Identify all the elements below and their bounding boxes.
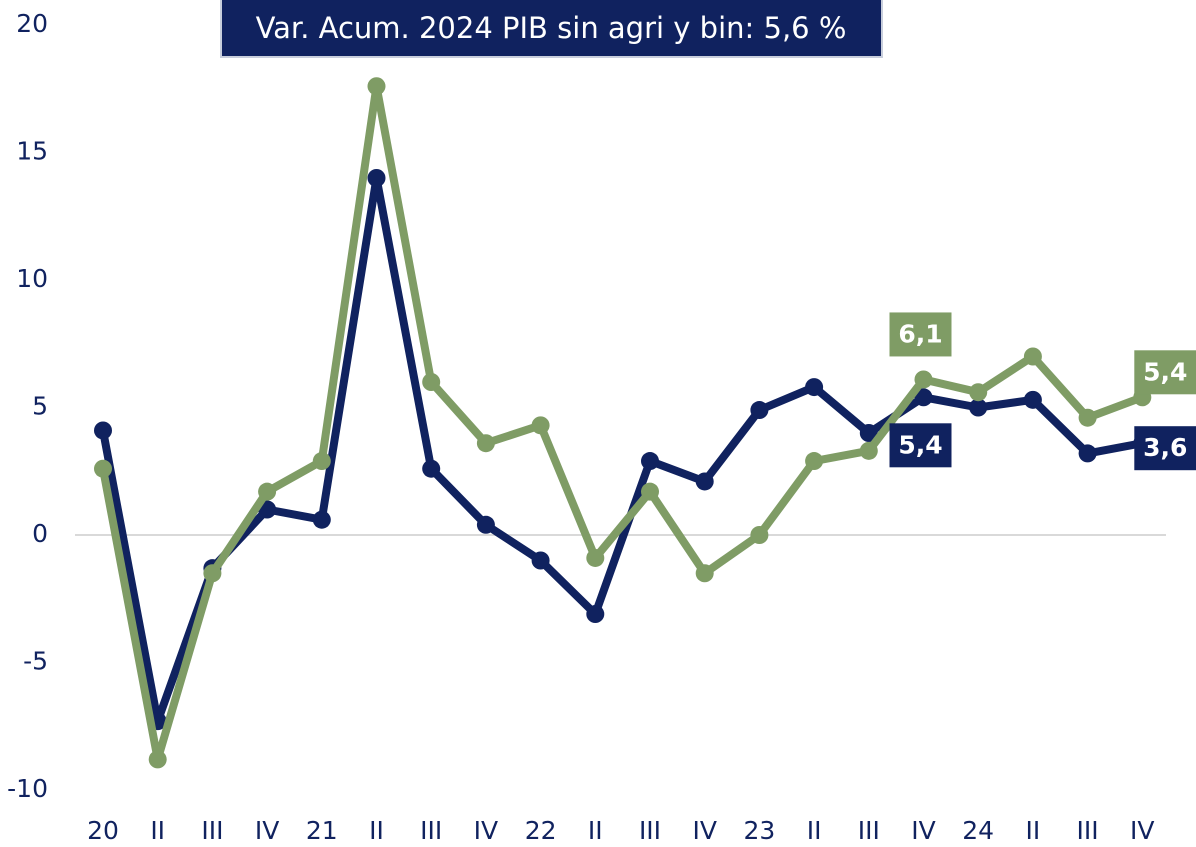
x-tick-label: 22 xyxy=(525,816,557,845)
point xyxy=(476,434,495,453)
x-tick-label: II xyxy=(150,816,165,845)
y-tick-label: 5 xyxy=(32,392,48,421)
point xyxy=(148,750,167,769)
point xyxy=(367,169,386,187)
point xyxy=(94,421,112,440)
point xyxy=(1023,347,1042,366)
point xyxy=(422,459,441,478)
point xyxy=(312,452,331,471)
value-label: 3,6 xyxy=(1134,426,1196,471)
title-box xyxy=(220,0,883,58)
point xyxy=(750,401,769,420)
value-label-text: 5,4 xyxy=(1143,357,1187,386)
point xyxy=(476,515,495,534)
x-tick-label: IV xyxy=(911,816,935,845)
point xyxy=(531,416,550,435)
point xyxy=(859,441,878,460)
x-tick-label: II xyxy=(369,816,384,845)
series-line xyxy=(99,174,1144,726)
value-label: 5,4 xyxy=(889,423,952,468)
point xyxy=(695,472,714,491)
value-label: 6,1 xyxy=(889,312,952,357)
point xyxy=(94,459,112,478)
x-tick-label: III xyxy=(1077,816,1099,845)
x-tick-label: III xyxy=(858,816,880,845)
x-tick-label: II xyxy=(588,816,603,845)
point xyxy=(750,526,769,544)
point xyxy=(586,548,605,567)
x-tick-label: IV xyxy=(255,816,279,845)
point xyxy=(586,605,605,624)
y-tick-label: 0 xyxy=(32,519,48,548)
value-label-text: 3,6 xyxy=(1143,433,1187,462)
x-tick-label: 23 xyxy=(743,816,775,845)
point xyxy=(1078,444,1097,463)
point xyxy=(641,452,659,471)
point xyxy=(203,564,222,583)
x-tick-label: II xyxy=(1026,816,1041,845)
value-label-text: 5,4 xyxy=(898,430,942,459)
point xyxy=(805,452,824,471)
value-label-text: 6,1 xyxy=(898,319,942,348)
point xyxy=(641,482,659,501)
x-tick-label: III xyxy=(201,816,223,845)
x-tick-label: 24 xyxy=(962,816,994,845)
point xyxy=(1078,408,1097,427)
x-tick-label: 20 xyxy=(87,816,119,845)
point xyxy=(312,510,331,529)
value-label-box xyxy=(889,312,952,357)
y-tick-label: 10 xyxy=(16,264,48,293)
point xyxy=(969,383,988,402)
point xyxy=(422,373,441,391)
value-label: 5,4 xyxy=(1134,350,1196,395)
point xyxy=(531,551,550,570)
x-tick-label: IV xyxy=(1130,816,1154,845)
x-tick-label: IV xyxy=(692,816,716,845)
x-tick-label: III xyxy=(420,816,442,845)
point xyxy=(859,424,878,442)
value-label-box xyxy=(889,423,952,468)
y-tick-label: 15 xyxy=(16,137,48,166)
series-line xyxy=(99,82,1144,764)
point xyxy=(914,388,933,407)
value-label-box xyxy=(1134,350,1196,395)
x-tick-label: 21 xyxy=(306,816,338,845)
chart-title: Var. Acum. 2024 PIB sin agri y bin: 5,6 … xyxy=(256,11,847,45)
point xyxy=(258,482,277,501)
value-label-box xyxy=(1134,426,1196,471)
x-tick-label: IV xyxy=(474,816,498,845)
y-tick-label: -5 xyxy=(23,647,48,676)
point xyxy=(914,370,933,389)
point xyxy=(969,398,988,417)
point xyxy=(367,77,386,96)
point xyxy=(695,564,714,583)
y-tick-label: -10 xyxy=(7,774,48,803)
x-tick-label: II xyxy=(807,816,822,845)
point xyxy=(805,378,824,397)
y-tick-label: 20 xyxy=(16,9,48,38)
point xyxy=(1023,390,1042,409)
x-tick-label: III xyxy=(639,816,661,845)
